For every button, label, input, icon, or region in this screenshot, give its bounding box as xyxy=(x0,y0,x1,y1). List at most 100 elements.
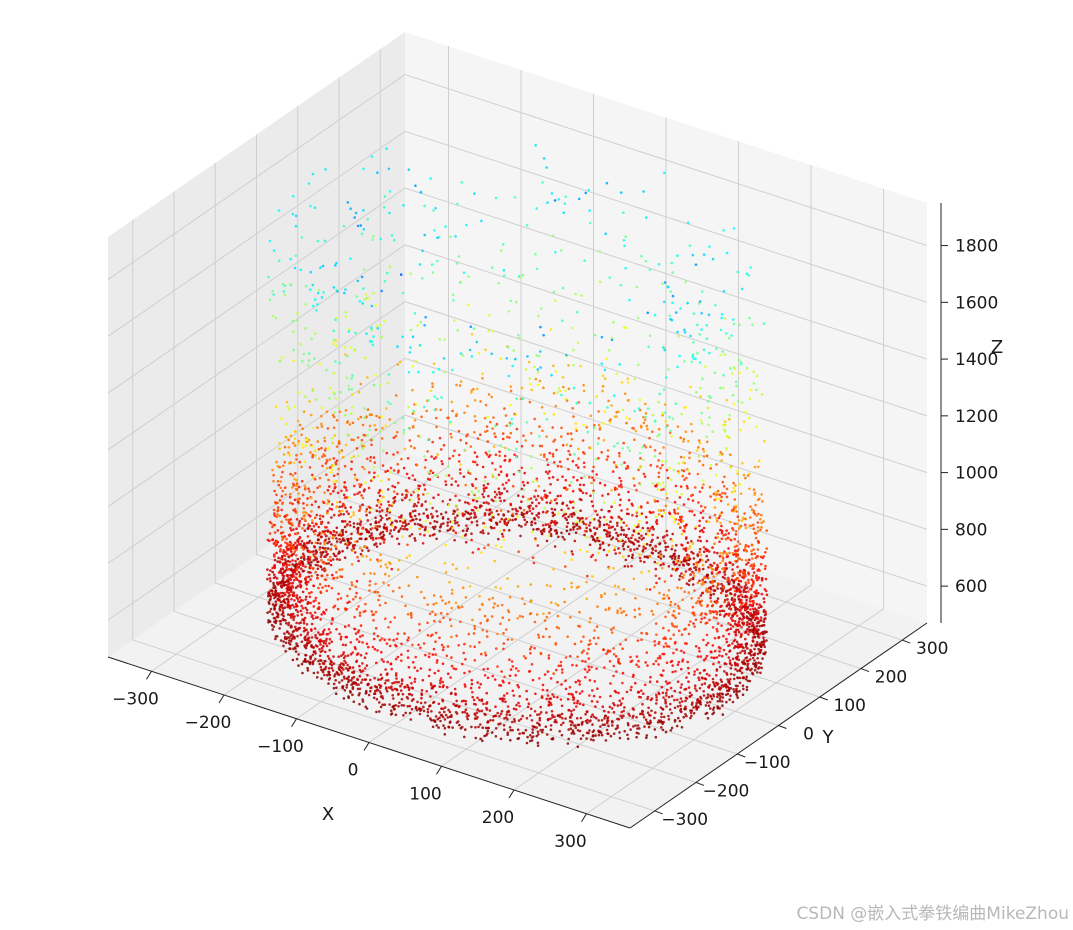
data-point xyxy=(449,676,452,679)
data-point xyxy=(333,482,337,486)
data-point xyxy=(584,191,588,195)
data-point xyxy=(396,655,400,659)
data-point xyxy=(661,414,664,417)
data-point xyxy=(718,697,722,700)
data-point xyxy=(728,453,732,457)
data-point xyxy=(276,529,280,532)
data-point xyxy=(625,512,629,516)
data-point xyxy=(332,415,336,419)
data-point xyxy=(539,651,543,655)
data-point xyxy=(696,668,699,671)
data-point xyxy=(386,488,390,491)
data-point xyxy=(705,520,708,523)
data-point xyxy=(700,599,704,603)
data-point xyxy=(585,597,589,600)
data-point xyxy=(726,685,729,688)
data-point xyxy=(706,701,709,704)
data-point xyxy=(310,503,314,507)
data-point xyxy=(487,543,490,547)
data-point xyxy=(497,537,500,541)
data-point xyxy=(701,463,705,467)
data-point xyxy=(276,560,280,563)
data-point xyxy=(602,438,606,442)
data-point xyxy=(651,430,654,434)
data-point xyxy=(748,679,752,683)
data-point xyxy=(304,326,307,330)
data-point xyxy=(685,484,689,488)
data-point xyxy=(344,311,348,314)
data-point xyxy=(631,553,634,557)
data-point xyxy=(613,528,617,531)
data-point xyxy=(677,612,681,615)
data-point xyxy=(591,470,594,473)
data-point xyxy=(423,324,426,327)
data-point xyxy=(322,291,326,294)
data-point xyxy=(363,434,367,437)
data-point xyxy=(348,587,352,591)
data-point xyxy=(384,470,387,474)
data-point xyxy=(377,520,381,524)
data-point xyxy=(491,330,494,333)
data-point xyxy=(754,612,757,615)
data-point xyxy=(295,478,298,482)
data-point xyxy=(732,402,736,406)
data-point xyxy=(459,463,462,466)
data-point xyxy=(510,417,513,421)
data-point xyxy=(661,411,664,415)
data-point xyxy=(602,548,606,552)
data-point xyxy=(383,703,387,706)
data-point xyxy=(550,507,554,511)
data-point xyxy=(354,585,358,588)
data-point xyxy=(610,404,613,407)
data-point xyxy=(514,455,518,459)
data-point xyxy=(733,589,737,593)
data-point xyxy=(367,549,370,552)
data-point xyxy=(508,421,512,425)
data-point xyxy=(487,494,490,498)
data-point xyxy=(554,404,558,408)
data-point xyxy=(520,511,524,515)
data-point xyxy=(690,360,694,364)
data-point xyxy=(751,564,755,568)
data-point xyxy=(314,332,317,335)
data-point xyxy=(422,493,425,496)
data-point xyxy=(321,500,325,504)
data-point xyxy=(620,463,623,466)
data-point xyxy=(414,707,418,710)
data-point xyxy=(275,611,278,614)
data-point xyxy=(274,603,278,606)
data-point xyxy=(742,659,746,662)
data-point xyxy=(697,455,700,458)
data-point xyxy=(687,563,690,567)
data-point xyxy=(306,641,310,645)
data-point xyxy=(657,433,661,436)
data-point xyxy=(683,628,686,631)
data-point xyxy=(538,425,541,428)
data-point xyxy=(736,540,740,543)
data-point xyxy=(738,584,741,587)
data-point xyxy=(294,430,297,433)
data-point xyxy=(759,662,763,665)
data-point xyxy=(744,526,748,530)
data-point xyxy=(737,399,740,403)
data-point xyxy=(619,479,623,483)
data-point xyxy=(409,272,413,275)
data-point xyxy=(362,287,365,290)
data-point xyxy=(320,574,324,578)
data-point xyxy=(418,263,422,266)
data-point xyxy=(689,573,692,576)
data-point xyxy=(610,505,613,509)
data-point xyxy=(432,362,436,366)
data-point xyxy=(294,254,298,257)
data-point xyxy=(473,460,477,464)
data-point xyxy=(476,696,479,700)
data-point xyxy=(503,675,506,679)
data-point xyxy=(578,483,582,487)
data-point xyxy=(546,201,549,204)
data-point xyxy=(464,685,467,688)
data-point xyxy=(691,583,695,586)
data-point xyxy=(380,516,384,520)
data-point xyxy=(402,704,406,707)
data-point xyxy=(310,574,313,578)
data-point xyxy=(408,676,412,679)
